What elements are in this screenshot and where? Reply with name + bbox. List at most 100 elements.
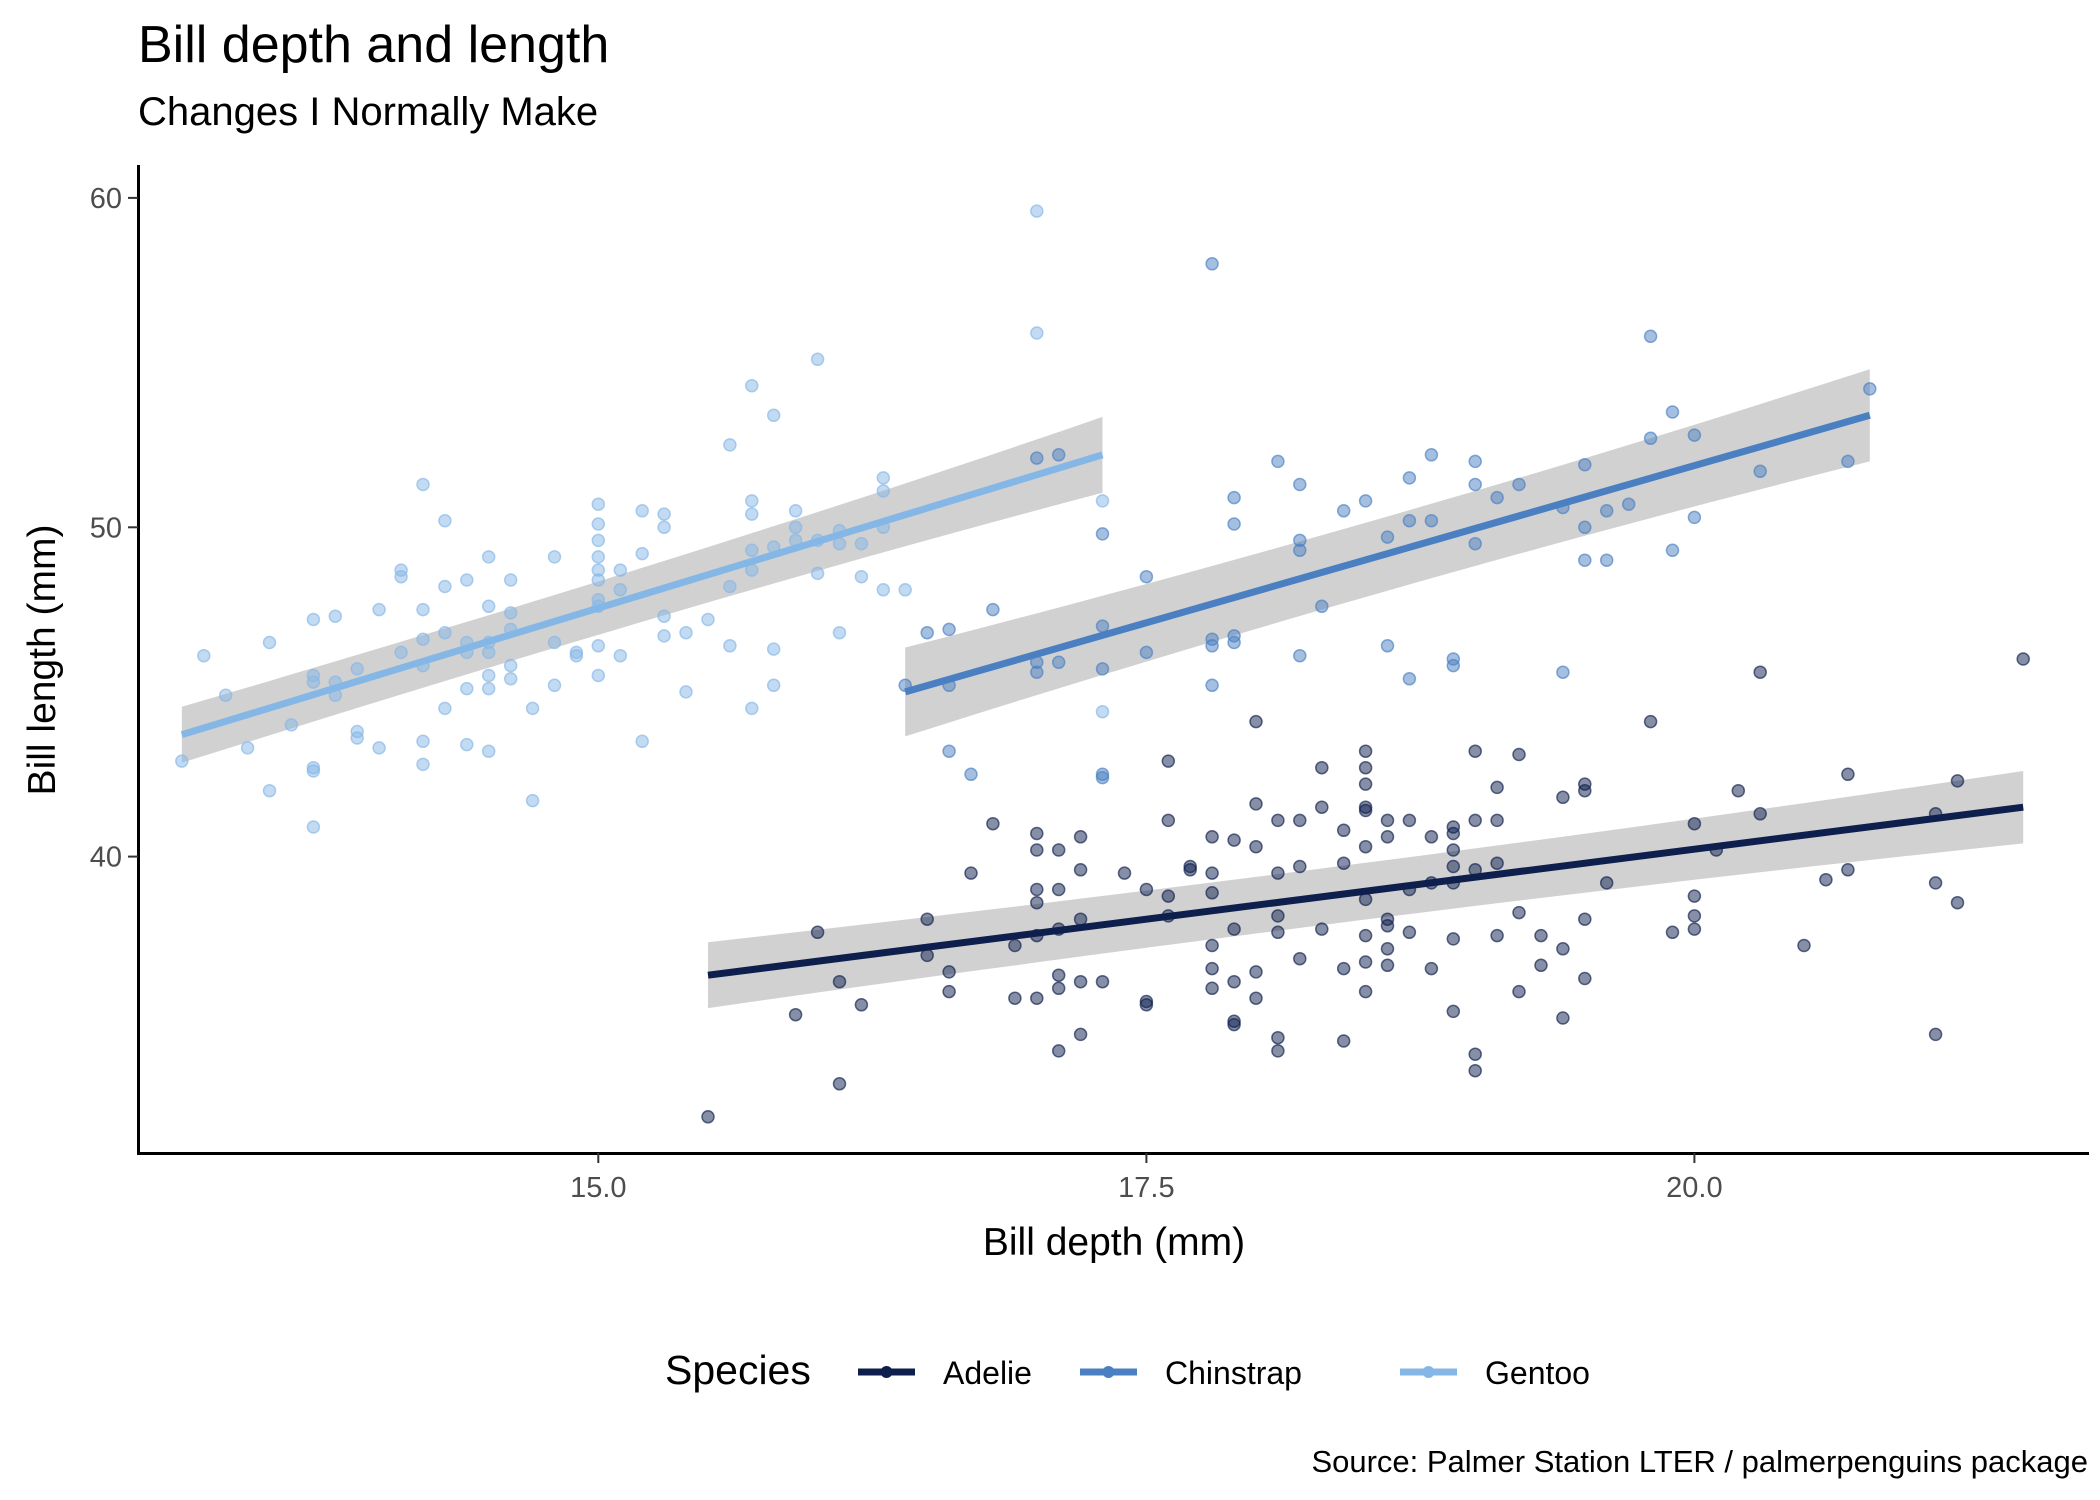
legend-key-point-gentoo — [1422, 1366, 1435, 1378]
legend-title: Species — [665, 1347, 811, 1393]
data-point-adelie — [1249, 839, 1263, 854]
data-point-adelie — [1468, 1047, 1482, 1061]
data-point-adelie — [1841, 863, 1855, 877]
data-point-gentoo — [438, 579, 452, 594]
x-tick-label: 15.0 — [570, 1172, 626, 1204]
data-point-chinstrap — [1665, 405, 1680, 419]
x-axis-label: Bill depth (mm) — [983, 1221, 1245, 1264]
data-point-adelie — [1358, 744, 1373, 758]
data-point-adelie — [1293, 813, 1307, 828]
data-point-gentoo — [657, 507, 671, 521]
data-point-gentoo — [876, 583, 891, 597]
data-point-gentoo — [745, 378, 759, 393]
y-axis-label: Bill length (mm) — [21, 525, 64, 796]
data-point-adelie — [1205, 938, 1219, 953]
data-point-chinstrap — [1205, 257, 1219, 271]
data-point-gentoo — [766, 408, 781, 423]
data-point-chinstrap — [1578, 457, 1592, 472]
data-point-gentoo — [394, 569, 408, 584]
data-point-gentoo — [723, 639, 737, 653]
data-point-gentoo — [262, 635, 277, 650]
data-point-adelie — [1271, 1044, 1285, 1058]
data-point-gentoo — [657, 629, 671, 643]
data-point-adelie — [1336, 961, 1351, 976]
data-point-gentoo — [591, 639, 606, 653]
data-point-adelie — [1030, 895, 1044, 910]
data-point-adelie — [964, 866, 978, 880]
data-point-adelie — [1512, 984, 1526, 999]
data-point-adelie — [1358, 760, 1373, 775]
data-point-gentoo — [197, 648, 211, 663]
data-point-adelie — [788, 1007, 803, 1022]
data-point-gentoo — [657, 609, 671, 623]
data-point-adelie — [1358, 839, 1373, 854]
data-point-chinstrap — [1380, 530, 1395, 544]
data-point-adelie — [1161, 889, 1176, 903]
data-point-gentoo — [613, 648, 628, 663]
data-point-gentoo — [503, 573, 518, 587]
data-point-adelie — [1578, 912, 1592, 926]
data-point-chinstrap — [1424, 513, 1439, 528]
data-point-adelie — [1293, 859, 1307, 874]
data-point-chinstrap — [1051, 655, 1066, 670]
data-point-adelie — [1556, 790, 1570, 805]
data-point-adelie — [1095, 974, 1110, 989]
data-point-adelie — [1731, 783, 1746, 798]
data-point-adelie — [1928, 1027, 1943, 1042]
data-point-adelie — [1358, 928, 1373, 943]
data-point-gentoo — [679, 685, 693, 699]
data-point-chinstrap — [1293, 648, 1307, 663]
data-point-chinstrap — [1468, 454, 1482, 469]
data-point-adelie — [1183, 863, 1197, 877]
data-point-gentoo — [810, 352, 825, 367]
data-point-adelie — [1578, 971, 1592, 986]
confidence-band-gentoo — [181, 416, 1103, 763]
data-point-gentoo — [591, 497, 606, 511]
data-point-gentoo — [876, 471, 891, 485]
data-point-chinstrap — [1358, 494, 1373, 508]
data-point-chinstrap — [1402, 513, 1417, 528]
data-point-gentoo — [788, 520, 803, 535]
data-point-adelie — [1446, 859, 1461, 874]
data-point-adelie — [1051, 882, 1066, 897]
legend-label-gentoo: Gentoo — [1485, 1355, 1590, 1391]
data-point-gentoo — [306, 820, 321, 834]
data-point-chinstrap — [1468, 536, 1482, 551]
data-point-gentoo — [394, 645, 408, 660]
data-point-chinstrap — [1665, 543, 1680, 558]
data-point-adelie — [1534, 928, 1548, 943]
data-point-gentoo — [701, 612, 715, 627]
data-point-gentoo — [591, 533, 606, 548]
data-point-chinstrap — [920, 625, 934, 640]
data-point-gentoo — [525, 701, 540, 716]
data-point-adelie — [1753, 807, 1767, 821]
data-point-adelie — [1336, 1034, 1351, 1048]
data-point-adelie — [1687, 816, 1702, 831]
y-tick-label: 60 — [90, 183, 122, 215]
y-axis-ticks: 40 50 60 — [90, 183, 138, 874]
data-point-adelie — [1205, 886, 1219, 900]
data-point-gentoo — [350, 662, 364, 676]
data-point-adelie — [1139, 998, 1154, 1012]
data-point-adelie — [1051, 981, 1066, 996]
data-point-gentoo — [547, 678, 562, 693]
data-point-chinstrap — [1402, 471, 1417, 485]
data-point-chinstrap — [1687, 428, 1702, 442]
legend-label-adelie: Adelie — [943, 1355, 1032, 1391]
data-point-adelie — [1402, 813, 1417, 828]
data-point-adelie — [1468, 744, 1482, 758]
data-point-adelie — [1030, 826, 1044, 841]
data-point-chinstrap — [1556, 665, 1570, 679]
data-point-gentoo — [657, 520, 671, 535]
data-point-adelie — [1687, 889, 1702, 903]
data-point-gentoo — [438, 701, 452, 716]
data-point-gentoo — [635, 734, 649, 749]
data-point-adelie — [1446, 1004, 1461, 1019]
data-point-gentoo — [262, 783, 277, 798]
data-point-gentoo — [328, 609, 343, 623]
data-point-adelie — [1205, 981, 1219, 996]
data-point-gentoo — [591, 550, 606, 564]
data-point-adelie — [1643, 714, 1658, 729]
data-point-adelie — [1468, 1063, 1482, 1078]
data-point-adelie — [1271, 813, 1285, 828]
